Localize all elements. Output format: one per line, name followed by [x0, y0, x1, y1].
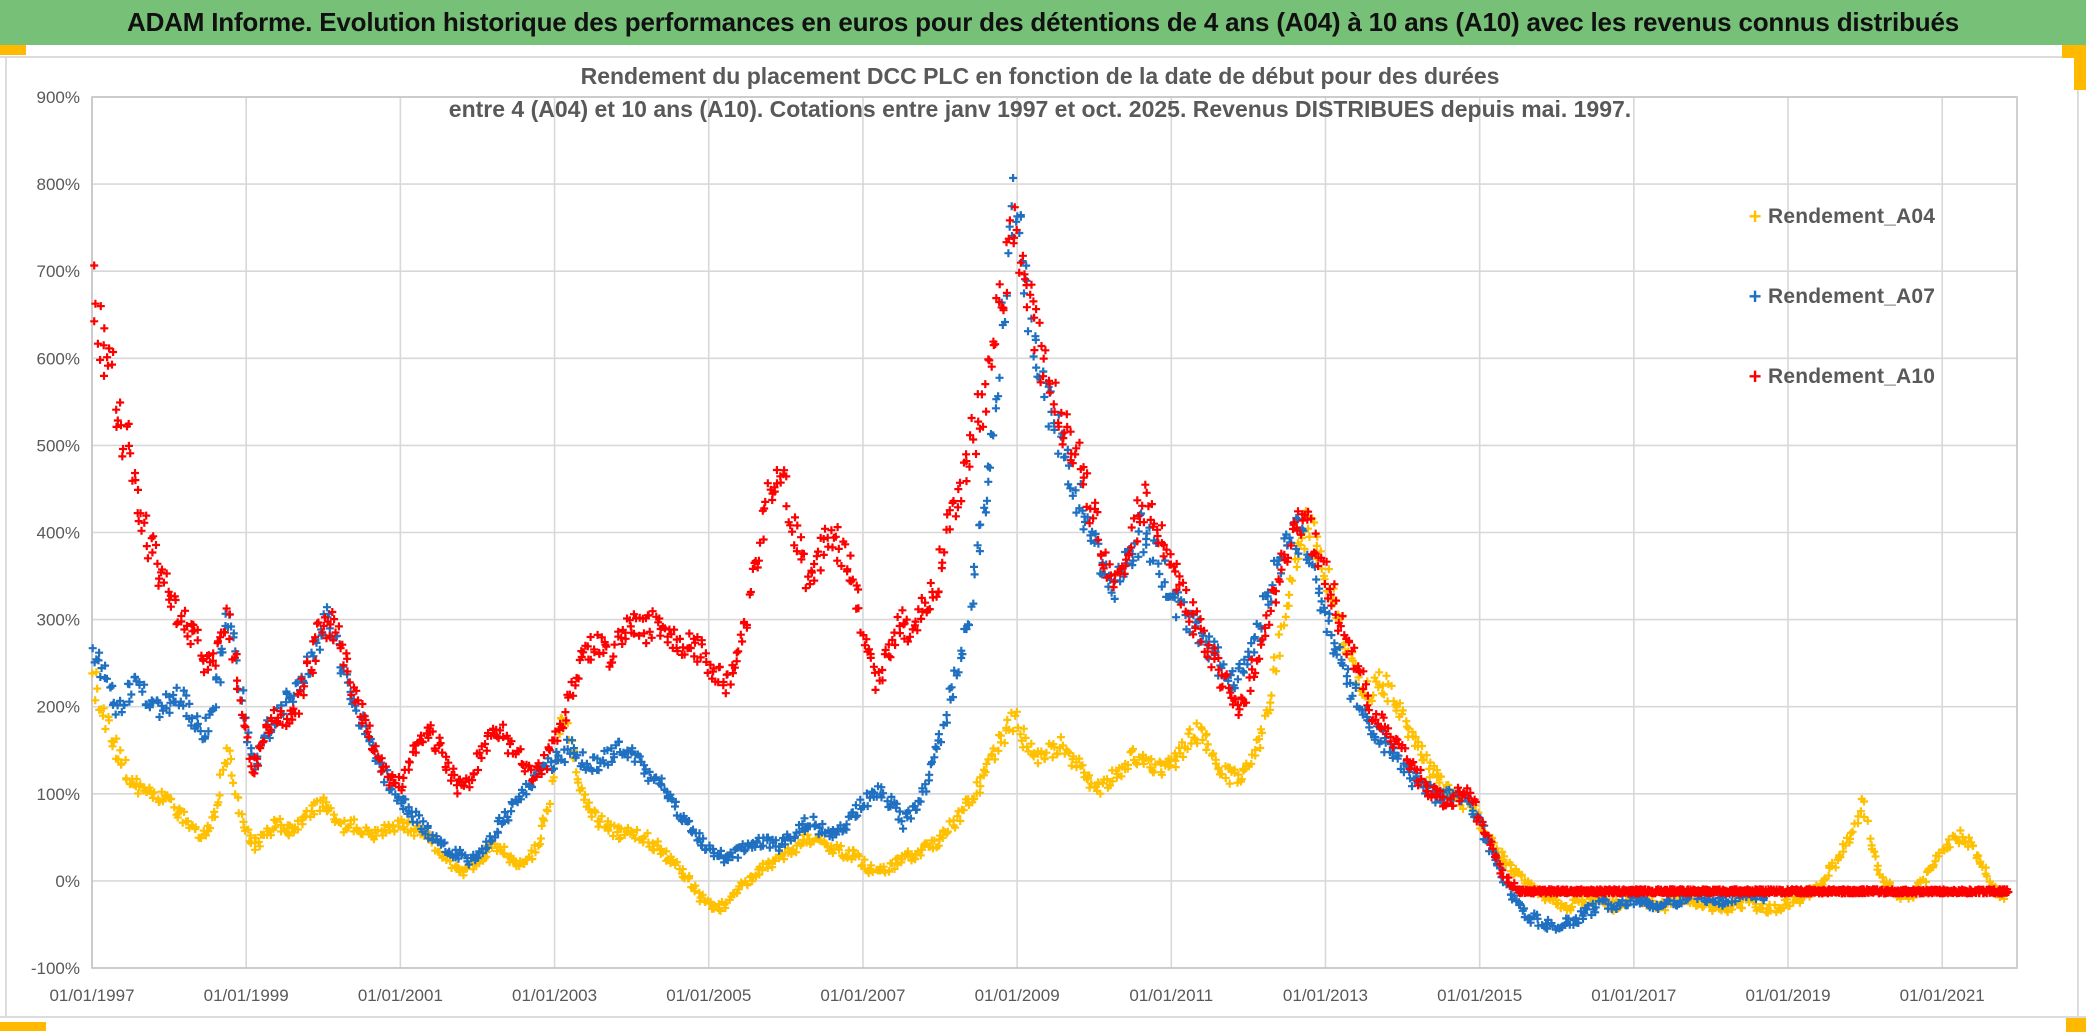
- legend-item-a04[interactable]: + Rendement_A04: [1742, 200, 2042, 234]
- chart-legend: + Rendement_A04 + Rendement_A07 + Rendem…: [1742, 200, 2042, 440]
- x-tick-label: 01/01/1997: [49, 986, 134, 1005]
- legend-label-a07: Rendement_A07: [1768, 285, 1936, 308]
- x-tick-label: 01/01/2005: [666, 986, 751, 1005]
- corner-handle-bottom-right: [2066, 1018, 2086, 1032]
- x-tick-label: 01/01/2009: [975, 986, 1060, 1005]
- plus-marker-icon: +: [1748, 284, 1762, 309]
- legend-item-a07[interactable]: + Rendement_A07: [1742, 280, 2042, 314]
- y-tick-label: 900%: [37, 88, 80, 107]
- legend-label-a10: Rendement_A10: [1768, 365, 1936, 388]
- chart-title-line1: Rendement du placement DCC PLC en foncti…: [580, 63, 1500, 89]
- y-tick-label: 100%: [37, 785, 80, 804]
- y-tick-label: 400%: [37, 524, 80, 543]
- x-tick-label: 01/01/2017: [1591, 986, 1676, 1005]
- x-tick-label: 01/01/2019: [1745, 986, 1830, 1005]
- plus-marker-icon: +: [1748, 364, 1762, 389]
- x-tick-label: 01/01/2007: [820, 986, 905, 1005]
- x-tick-label: 01/01/2011: [1129, 986, 1213, 1005]
- legend-item-a10[interactable]: + Rendement_A10: [1742, 360, 2042, 394]
- y-tick-label: 300%: [37, 611, 80, 630]
- y-tick-label: -100%: [31, 959, 80, 978]
- y-tick-label: 200%: [37, 698, 80, 717]
- y-tick-label: 800%: [37, 175, 80, 194]
- plus-marker-icon: +: [1748, 204, 1762, 229]
- corner-handle-top-left: [0, 45, 26, 55]
- series-rendement_a10: [90, 203, 2013, 898]
- sheet-bottom-border: [0, 1016, 2086, 1018]
- legend-label-a04: Rendement_A04: [1768, 205, 1936, 228]
- corner-handle-top-right-edge: [2074, 45, 2086, 90]
- y-tick-label: 700%: [37, 262, 80, 281]
- x-tick-label: 01/01/2001: [358, 986, 443, 1005]
- corner-handle-bottom-left: [0, 1022, 46, 1031]
- y-tick-label: 0%: [55, 872, 80, 891]
- y-tick-label: 600%: [37, 349, 80, 368]
- x-tick-label: 01/01/1999: [204, 986, 289, 1005]
- series-rendement_a04: [88, 506, 2009, 917]
- y-tick-label: 500%: [37, 436, 80, 455]
- sheet-right-border: [2077, 56, 2079, 1016]
- sheet-left-border: [5, 56, 7, 1016]
- chart-title-line2: entre 4 (A04) et 10 ans (A10). Cotations…: [448, 96, 1632, 122]
- page-banner-title: ADAM Informe. Evolution historique des p…: [127, 7, 1959, 37]
- plot-border: [91, 96, 2018, 969]
- x-tick-label: 01/01/2013: [1283, 986, 1368, 1005]
- chart-title: Rendement du placement DCC PLC en foncti…: [300, 60, 1780, 126]
- page-banner: ADAM Informe. Evolution historique des p…: [0, 0, 2086, 45]
- x-tick-label: 01/01/2003: [512, 986, 597, 1005]
- sheet-top-border: [0, 56, 2086, 58]
- x-tick-label: 01/01/2015: [1437, 986, 1522, 1005]
- x-tick-label: 01/01/2021: [1900, 986, 1985, 1005]
